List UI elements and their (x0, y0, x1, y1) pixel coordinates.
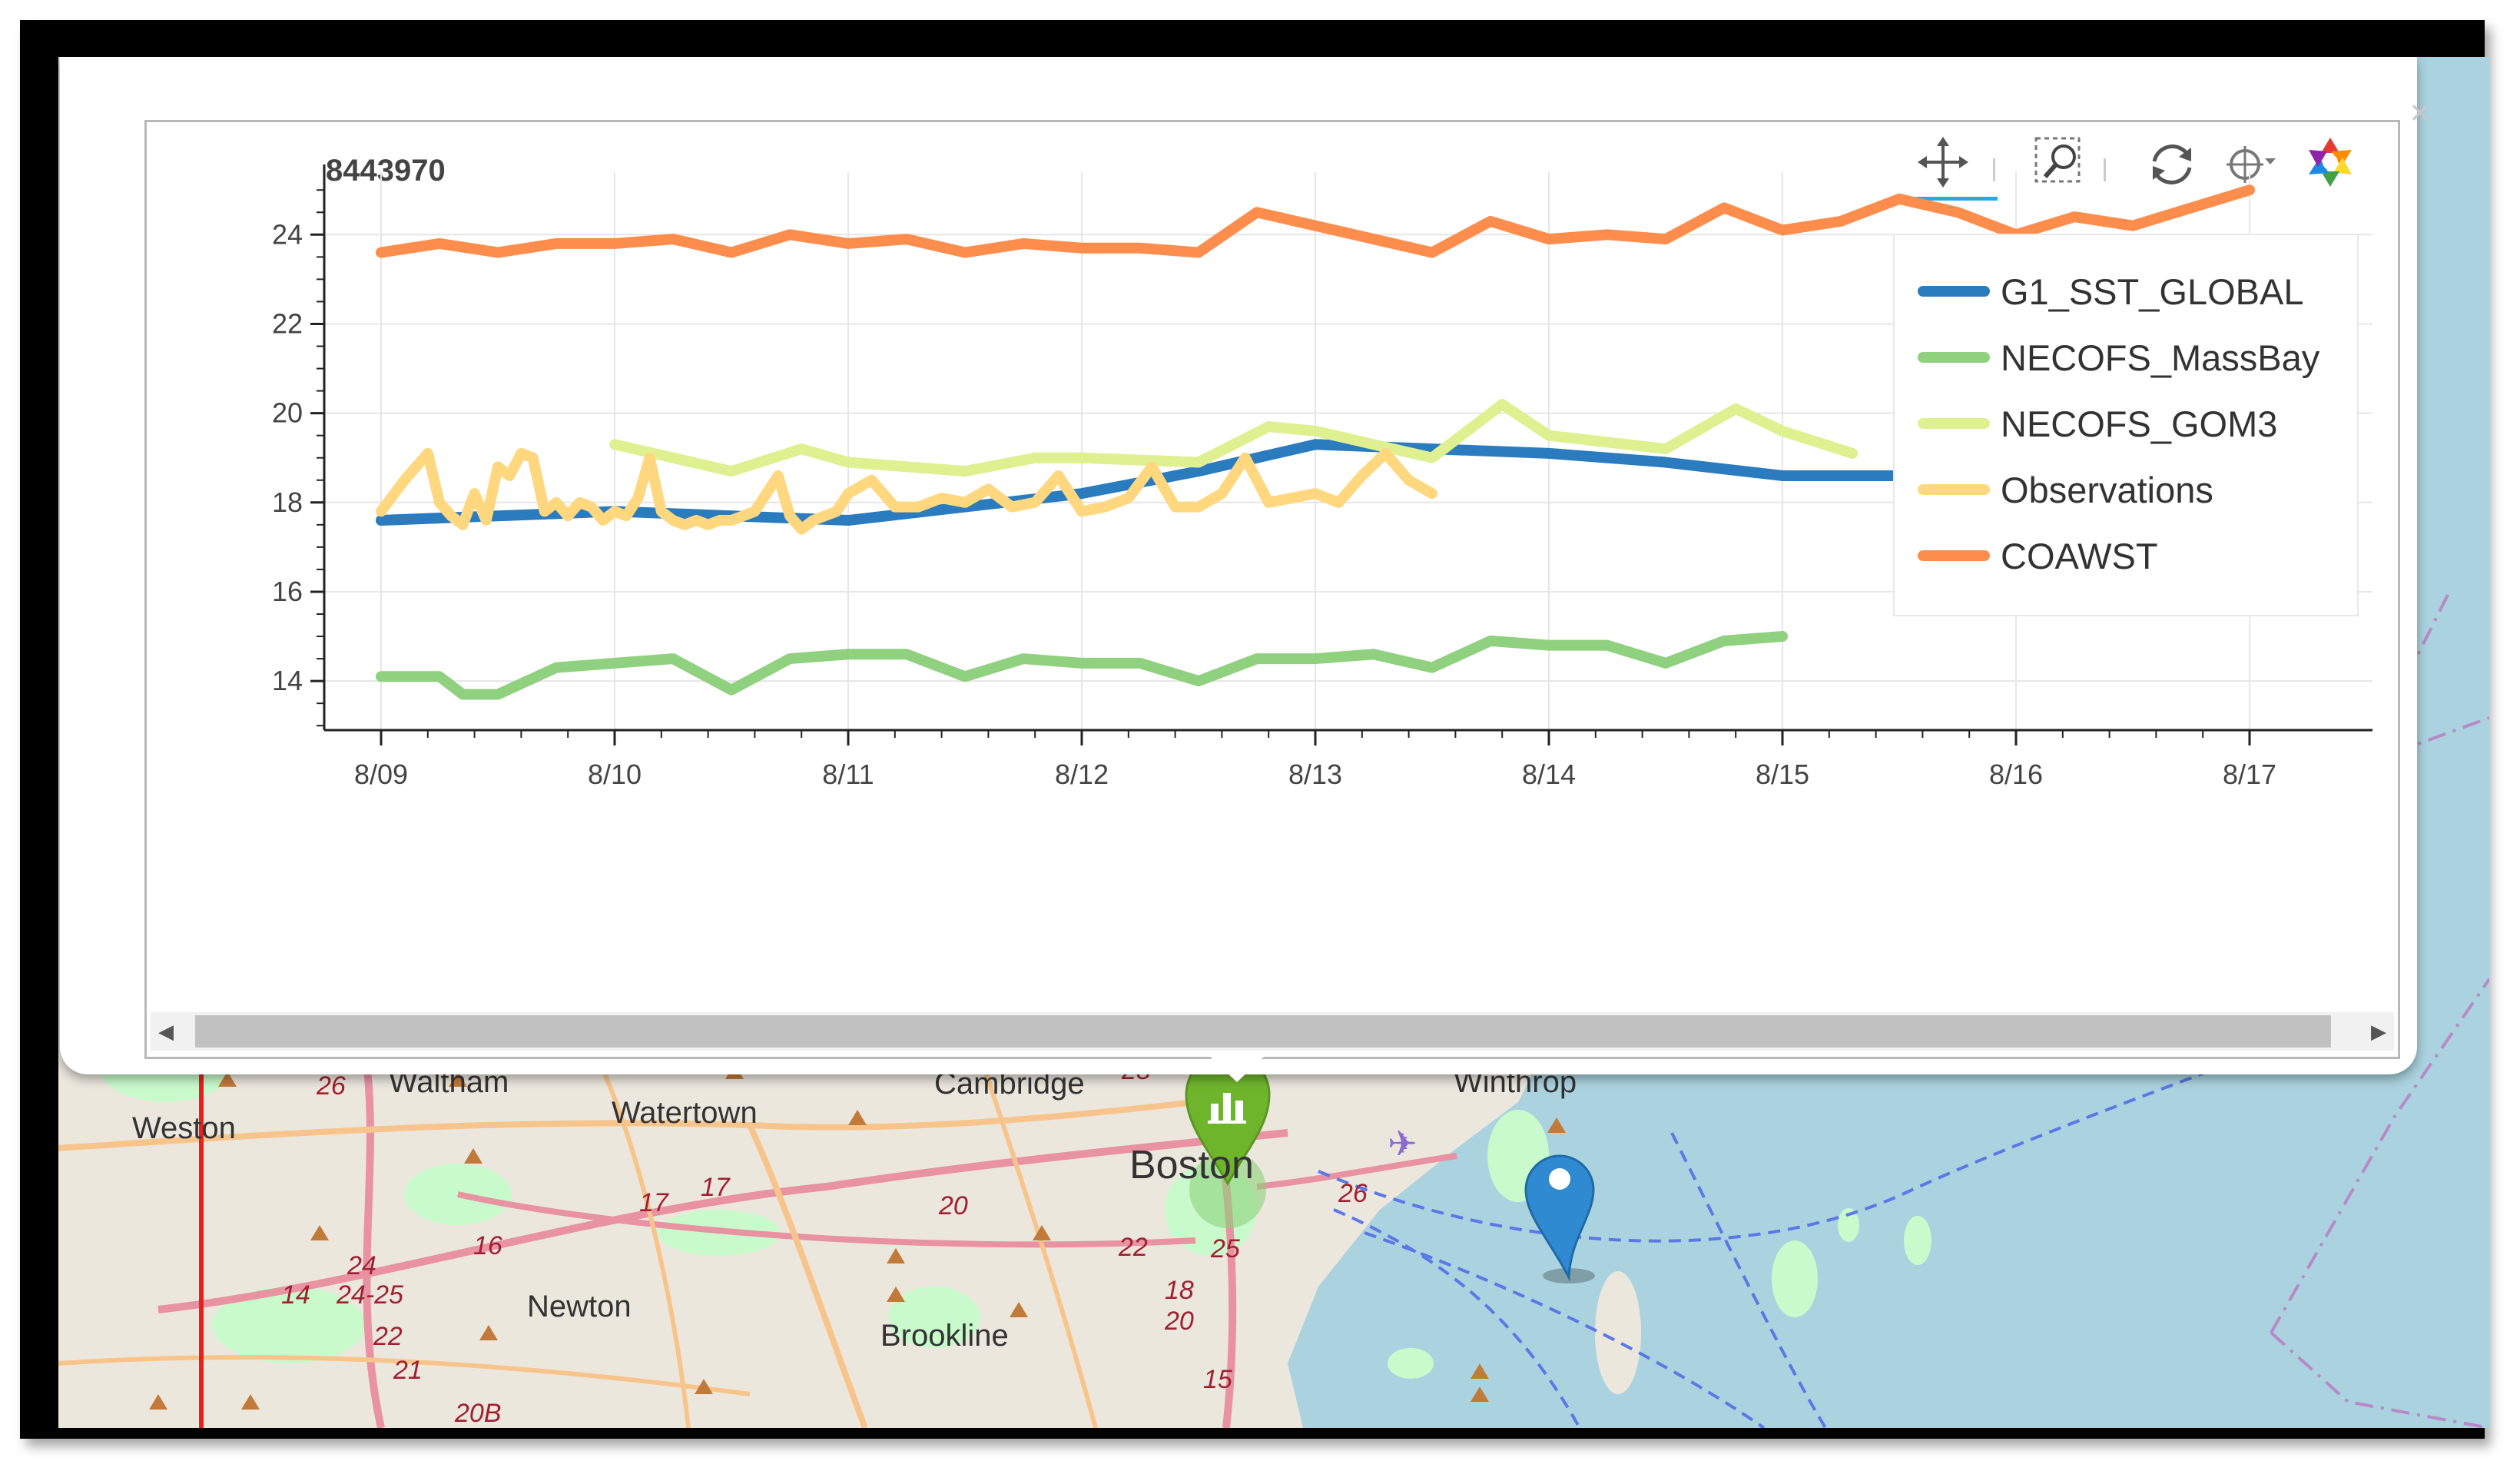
legend-swatch (1918, 352, 1990, 363)
road-label: 26 (317, 1071, 346, 1101)
y-tick-label: 18 (272, 486, 303, 518)
x-tick-label: 8/14 (1522, 759, 1576, 790)
legend-label: NECOFS_GOM3 (2001, 403, 2278, 444)
x-tick-label: 8/17 (2223, 759, 2276, 790)
place-watertown: Watertown (612, 1096, 758, 1130)
road-label: 21 (393, 1356, 423, 1385)
legend-swatch (1918, 286, 1990, 297)
line-chart[interactable]: 8/09 8/10 8/11 8/12 8/13 8/14 8/15 8/16 8/17 14 16… (60, 57, 2417, 1074)
road-label: 20B (455, 1399, 502, 1428)
series-line-necofs-massbay[interactable] (376, 631, 1788, 700)
x-tick-label: 8/10 (588, 759, 642, 790)
y-tick-label: 14 (272, 665, 303, 696)
road-label: 20 (1165, 1307, 1194, 1336)
scroll-left-button[interactable]: ◀ (158, 1020, 174, 1043)
x-tick-label: 8/13 (1288, 759, 1342, 790)
reset-icon[interactable] (2144, 135, 2200, 192)
place-newton: Newton (527, 1290, 632, 1323)
legend-label: Observations (2001, 470, 2213, 510)
legend-swatch (1918, 418, 1990, 429)
horizontal-scrollbar[interactable]: ◀ ▶ (151, 1012, 2394, 1051)
x-tick-label: 8/15 (1756, 759, 1809, 790)
legend-swatch (1918, 484, 1990, 495)
active-tool-indicator (1915, 197, 1998, 201)
series-line-coawst[interactable] (376, 184, 2255, 258)
chart-title: 8443970 (326, 154, 446, 188)
road-label: 25 (1211, 1234, 1240, 1263)
road-label: 26 (1338, 1179, 1368, 1208)
chart-legend: G1_SST_GLOBAL NECOFS_MassBay NECOFS_GOM3… (1893, 234, 2359, 616)
chart-popup: × 8443970 (60, 57, 2430, 1074)
marker-halo (1189, 1151, 1266, 1228)
road-label: 17 (639, 1188, 668, 1217)
location-marker-icon[interactable] (1524, 1154, 1595, 1283)
road-label: 14 (281, 1280, 310, 1310)
screenshot-frame: ✈ Waltham We (20, 20, 2489, 1439)
road-label: 24-25 (337, 1280, 403, 1310)
road-label: 17 (701, 1173, 730, 1202)
airport-icon: ✈ (1388, 1124, 1418, 1164)
close-button[interactable]: × (2409, 92, 2431, 132)
chart-series (376, 184, 2255, 700)
y-tick-label: 22 (272, 307, 303, 339)
road-label: 16 (473, 1231, 502, 1260)
road-label: 22 (373, 1322, 403, 1351)
y-tick-label: 24 (272, 218, 303, 250)
road-label: 20 (939, 1191, 968, 1220)
legend-label: G1_SST_GLOBAL (2001, 271, 2304, 312)
toolbar-divider (1993, 158, 1995, 181)
scroll-right-button[interactable]: ▶ (2371, 1020, 2386, 1043)
road-label: 24 (347, 1251, 376, 1280)
series-line-observations[interactable] (376, 447, 1437, 535)
toolbar-divider (2104, 158, 2106, 181)
y-tick-label: 16 (272, 576, 303, 607)
x-tick-label: 8/11 (822, 759, 874, 790)
crosshair-icon[interactable] (2222, 135, 2279, 192)
popup-tip (1209, 1056, 1265, 1082)
legend-swatch (1918, 550, 1990, 561)
chart-axes: 8/09 8/10 8/11 8/12 8/13 8/14 8/15 8/16 8/17 14 16… (272, 164, 2372, 790)
pan-icon[interactable] (1915, 134, 1971, 191)
scrollbar-thumb[interactable] (195, 1015, 2331, 1048)
road-label: 15 (1203, 1365, 1232, 1394)
legend-label: COAWST (2001, 536, 2158, 576)
x-tick-label: 8/16 (1989, 759, 2043, 790)
series-line-necofs-gom3[interactable] (609, 399, 1858, 477)
place-weston: Weston (132, 1111, 236, 1145)
bokeh-logo-icon[interactable] (2302, 134, 2359, 191)
place-brookline: Brookline (880, 1319, 1009, 1353)
legend-label: NECOFS_MassBay (2001, 337, 2320, 378)
x-tick-label: 8/09 (354, 759, 408, 790)
box-zoom-icon[interactable] (2031, 134, 2088, 191)
road-label: 22 (1119, 1233, 1148, 1262)
x-tick-label: 8/12 (1055, 759, 1109, 790)
peak-markers (149, 1064, 1566, 1410)
road-label: 18 (1165, 1276, 1194, 1305)
place-boston: Boston (1129, 1143, 1254, 1187)
y-tick-label: 20 (272, 397, 303, 429)
